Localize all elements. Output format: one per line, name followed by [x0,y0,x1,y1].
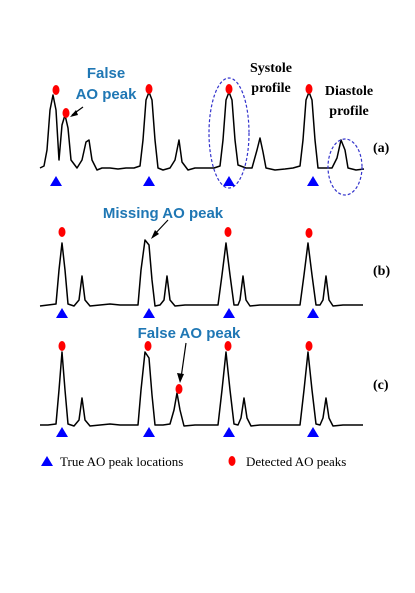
detected-peak-marker [224,341,232,351]
panel-label-c: (c) [373,378,389,393]
detected-peak-marker [62,108,70,118]
true-peak-marker [223,427,235,437]
true-peak-marker [307,176,319,186]
true-peak-marker [307,308,319,318]
diastole-label-line1: Diastole [325,84,373,99]
detected-peak-marker [145,84,153,94]
detected-peak-marker [58,227,66,237]
false-peak-arrowhead-c [177,373,184,383]
diastole-profile-ellipse [327,138,363,196]
missing-peak-label: Missing AO peak [103,205,224,222]
panel-label-b: (b) [373,264,390,279]
detected-peak-marker [52,85,60,95]
detected-peak-marker [175,384,183,394]
legend: True AO peak locations Detected AO peaks [41,454,346,469]
diastole-label-line2: profile [329,104,368,119]
detected-peak-marker [144,341,152,351]
false-peak-label-a-line2: AO peak [76,86,138,103]
true-peak-marker [223,308,235,318]
systole-label-line2: profile [251,81,290,96]
detected-peak-marker [305,228,313,238]
true-peak-marker [50,176,62,186]
false-peak-label-c: False AO peak [138,325,241,342]
legend-true-peak-icon [41,456,53,466]
legend-detected-peaks-label: Detected AO peaks [246,454,346,469]
detected-peak-marker [305,341,313,351]
missing-peak-arrowhead [151,230,159,239]
systole-label-line1: Systole [250,61,292,76]
legend-true-peaks-label: True AO peak locations [60,454,183,469]
false-peak-arrow-c [180,342,187,379]
false-peak-arrowhead-a [70,110,78,117]
false-peak-label-a-line1: False [87,65,125,82]
signal-trace-a [39,91,365,171]
panel-b: Missing AO peak (b) [39,205,390,318]
panel-a: False AO peak Systole profile Diastole p… [39,61,390,196]
panel-label-a: (a) [373,141,390,156]
true-peak-marker [307,427,319,437]
legend-detected-peak-icon [228,456,236,466]
true-peak-marker [143,308,155,318]
panel-c: False AO peak (c) [40,325,389,437]
true-peak-marker [223,176,235,186]
signal-trace-b [39,239,363,307]
detected-peak-marker [224,227,232,237]
true-peak-marker [143,176,155,186]
signal-trace-c [40,351,363,427]
detected-peak-marker [58,341,66,351]
true-peak-marker [56,427,68,437]
true-peak-marker [56,308,68,318]
true-peak-marker [143,427,155,437]
systole-profile-ellipse [208,77,250,189]
detected-peak-marker [225,84,233,94]
detected-peak-marker [305,84,313,94]
